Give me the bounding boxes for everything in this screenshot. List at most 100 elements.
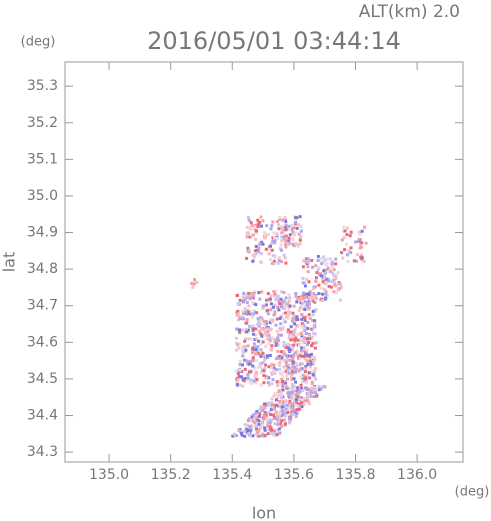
echo-pixel [265,298,269,302]
echo-pixel [284,346,288,349]
echo-pixel [289,325,293,329]
echo-pixel [336,270,340,274]
echo-pixel [278,326,282,330]
echo-pixel [253,338,257,341]
echo-pixel [319,272,322,276]
echo-pixel [243,339,247,343]
echo-pixel [349,246,353,250]
echo-pixel [272,262,276,266]
echo-pixel [309,390,313,394]
echo-pixel [268,336,272,340]
echo-pixel [329,257,333,261]
echo-pixel [246,311,250,315]
echo-pixel [312,395,316,399]
echo-pixel [306,320,310,324]
echo-pixel [292,333,296,337]
echo-pixel [301,388,305,392]
echo-pixel [280,356,284,360]
echo-pixel [346,260,350,263]
echo-pixel [277,427,281,431]
echo-pixel [259,371,263,375]
echo-pixel [292,411,296,414]
echo-pixel [267,247,271,251]
echo-pixel [235,341,239,345]
echo-pixel [333,283,337,287]
echo-pixel [316,255,320,258]
echo-pixel [265,421,269,425]
echo-pixel [319,257,323,261]
echo-pixel [269,347,273,351]
echo-pixel [295,226,299,230]
echo-pixel [266,381,270,385]
echo-pixel [287,421,291,425]
echo-pixel [258,317,262,321]
echo-pixel [275,368,279,372]
echo-pixel [246,423,250,427]
echo-pixel [307,313,311,317]
echo-pixel [291,412,295,416]
echo-pixel [293,369,297,372]
echo-pixel [255,373,259,377]
echo-pixel [290,386,294,390]
echo-pixel [330,260,334,264]
echo-pixel [293,328,297,332]
echo-pixel [349,251,353,255]
echo-pixel [259,319,263,323]
echo-pixel [281,395,285,399]
echo-pixel [295,361,298,365]
echo-pixel [251,346,255,350]
echo-pixel [274,298,278,302]
x-tick-label: 135.0 [89,467,129,483]
echo-pixel [269,297,273,301]
echo-pixel [265,337,269,341]
echo-pixel [301,362,305,366]
echo-pixel [294,318,298,322]
echo-pixel [259,383,263,387]
echo-pixel [287,306,291,310]
echo-pixel [275,430,279,434]
echo-pixel [257,419,261,423]
echo-pixel [269,242,273,246]
echo-pixel [305,374,309,378]
echo-pixel [248,418,252,422]
echo-pixel [246,328,250,332]
echo-pixel [338,298,342,302]
echo-pixel [345,226,349,230]
echo-pixel [286,330,290,334]
echo-pixel [247,218,251,222]
echo-pixel [309,352,313,356]
y-tick-label: 35.0 [27,188,58,204]
echo-pixel [257,414,261,418]
echo-pixel [244,309,248,313]
echo-pixel [261,306,265,310]
echo-pixel [275,432,279,436]
echo-pixel [236,378,240,382]
echo-pixel [237,318,241,322]
echo-pixel [279,396,283,400]
echo-pixel [254,427,258,431]
echo-pixel [302,355,306,358]
echo-pixel [257,246,261,250]
echo-pixel [278,247,282,251]
echo-pixel [347,249,351,253]
echo-pixel [291,372,295,376]
echo-pixel [254,370,258,374]
echo-pixel [262,328,266,332]
echo-pixel [314,341,318,345]
echo-pixel [300,317,304,321]
echo-pixel [296,323,300,327]
echo-pixel [280,235,284,239]
echo-pixel [246,344,250,348]
x-tick-label: 135.6 [274,467,314,483]
echo-pixel [297,369,301,373]
echo-pixel [308,306,311,310]
echo-pixel [282,235,286,239]
echo-pixel [282,370,286,374]
echo-pixel [303,401,307,405]
echo-pixel [311,319,315,323]
echo-pixel [279,359,283,363]
echo-pixel [254,348,258,352]
echo-pixel [235,348,239,352]
echo-pixel [295,401,299,405]
echo-pixel [243,293,247,297]
